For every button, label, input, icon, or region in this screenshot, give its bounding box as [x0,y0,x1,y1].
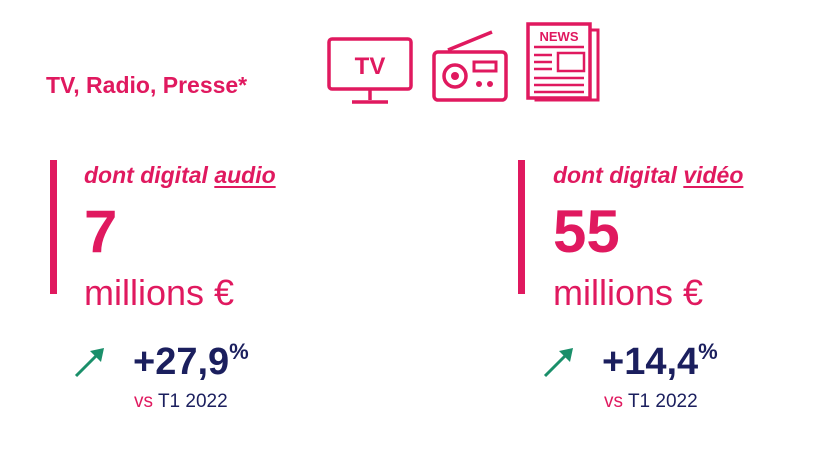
left-change: +27,9% [133,341,249,383]
tv-icon: TV [327,37,413,104]
right-value: 55 [553,198,620,265]
right-change: +14,4% [602,341,718,383]
right-vs-prefix: vs [604,391,628,412]
right-comparison: vs T1 2022 [604,391,698,413]
right-subtitle: dont digital vidéo [553,162,743,189]
left-subtitle-keyword: audio [214,162,276,188]
right-trend-up-icon [543,348,573,378]
left-accent-bar [50,160,57,294]
left-trend-up-icon [74,348,104,378]
left-comparison: vs T1 2022 [134,391,228,413]
left-subtitle: dont digital audio [84,162,276,189]
left-vs-prefix: vs [134,391,158,412]
right-change-value: +14,4 [602,341,699,383]
right-subtitle-prefix: dont digital [553,162,684,188]
tv-icon-label: TV [355,53,386,80]
right-subtitle-keyword: vidéo [683,162,744,188]
left-change-sign: % [229,339,249,364]
right-vs-period: T1 2022 [627,391,698,412]
left-unit: millions € [84,272,235,313]
left-value: 7 [84,198,118,265]
right-change-sign: % [698,339,718,364]
newspaper-icon: NEWS [526,22,600,102]
right-accent-bar [518,160,525,294]
left-vs-period: T1 2022 [157,391,228,412]
left-subtitle-prefix: dont digital [84,162,215,188]
newspaper-icon-label: NEWS [540,29,579,44]
section-title: TV, Radio, Presse* [46,72,248,98]
right-unit: millions € [553,272,704,313]
left-change-value: +27,9 [133,341,230,383]
radio-icon [432,30,508,102]
